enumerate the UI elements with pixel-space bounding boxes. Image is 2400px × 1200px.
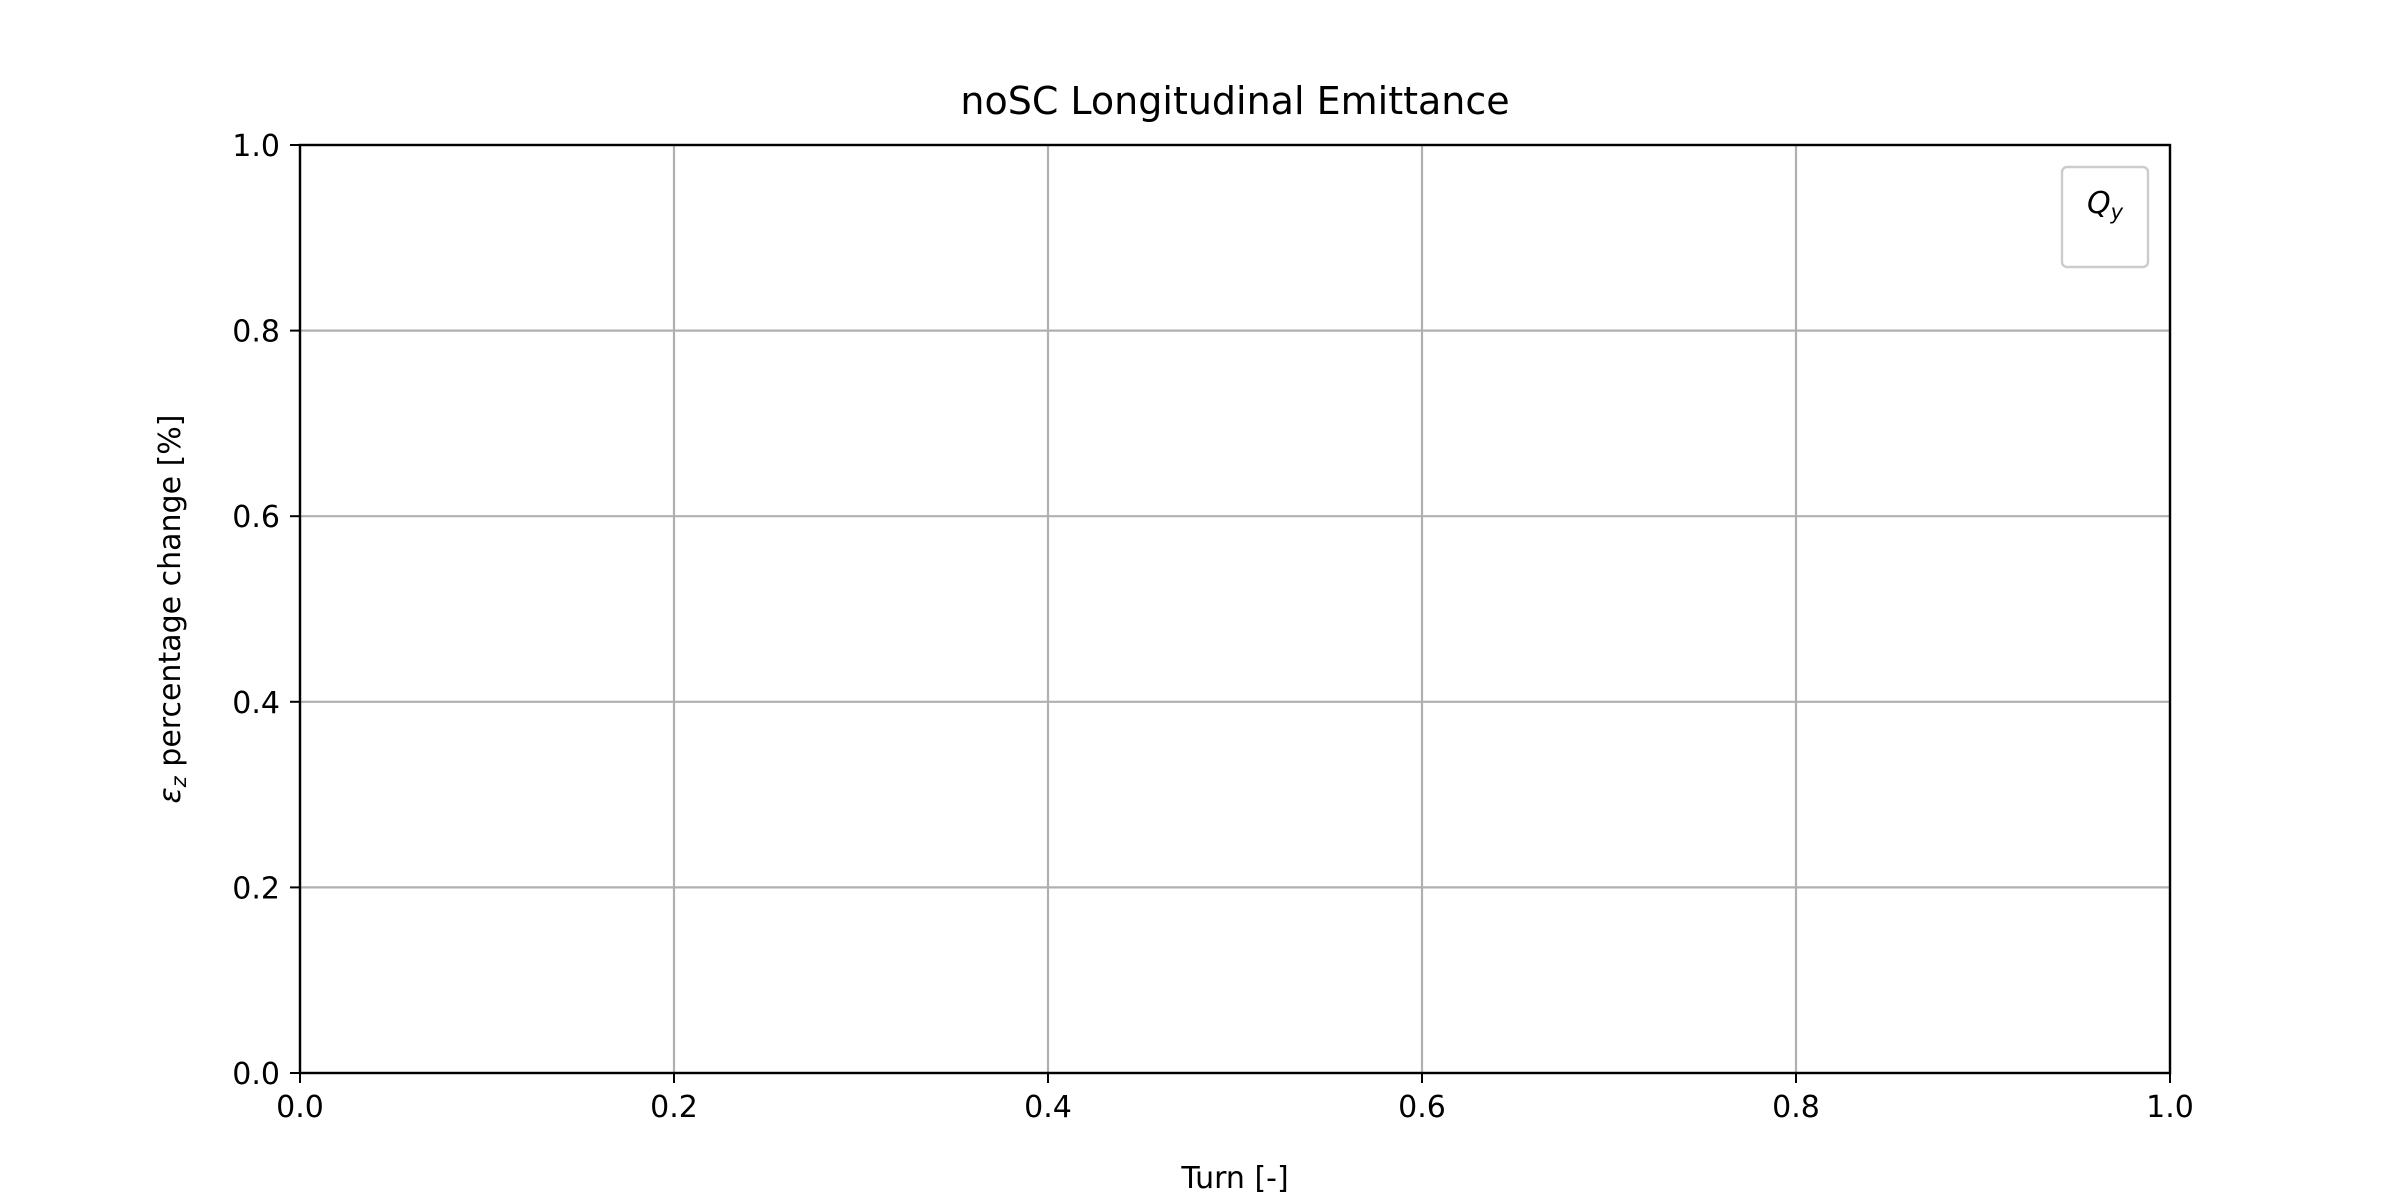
y-tick-label: 1.0 [232,129,280,164]
x-tick-label: 1.0 [2146,1090,2194,1125]
x-axis-label: Turn [-] [1180,1161,1288,1196]
y-axis-label: εz percentage change [%] [153,415,191,804]
y-tick-label: 0.8 [232,315,280,350]
legend-entry-subscript: y [2110,200,2124,224]
tick-layer: 0.0 0.2 0.4 0.6 0.8 1.0 0.0 0.2 0.4 0.6 0.8 1.0 [232,129,2194,1125]
y-axis-label-subscript: z [167,775,191,788]
y-tick-label: 0.6 [232,500,280,535]
chart-title: noSC Longitudinal Emittance [960,79,1509,123]
x-tick-label: 0.6 [1398,1090,1446,1125]
x-tick-label: 0.0 [276,1090,324,1125]
y-axis-label-symbol: ε [153,787,188,803]
x-tick-label: 0.4 [1024,1090,1072,1125]
legend: Qy [2060,165,2150,269]
x-tick-label: 0.8 [1772,1090,1820,1125]
y-tick-label: 0.0 [232,1057,280,1092]
x-tick-label: 0.2 [650,1090,698,1125]
y-axis-label-text: percentage change [%] [153,415,188,777]
legend-entry-symbol: Q [2087,186,2111,221]
legend-box [2060,165,2150,269]
y-tick-label: 0.2 [232,871,280,906]
plot-frame [298,143,2172,1075]
legend-entry-label: Qy [2087,186,2124,224]
y-tick-label: 0.4 [232,686,280,721]
